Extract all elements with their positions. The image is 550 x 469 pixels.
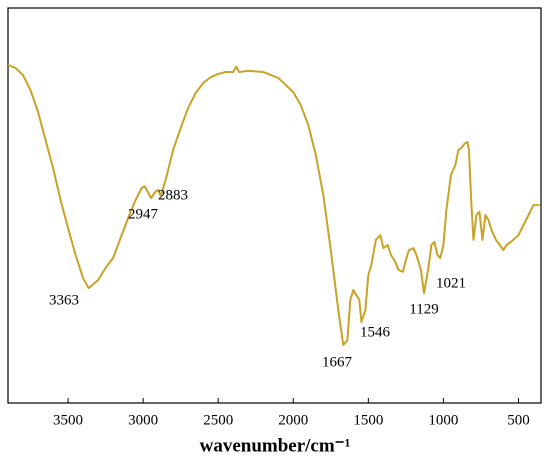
peak-label: 1546 — [360, 324, 391, 340]
x-tick-label: 500 — [507, 412, 530, 428]
x-tick-label: 1000 — [428, 412, 458, 428]
plot-frame — [7, 7, 542, 404]
peak-label: 1667 — [322, 354, 353, 370]
x-tick-label: 2500 — [203, 412, 233, 428]
peak-label: 3363 — [49, 292, 79, 308]
x-tick-label: 1500 — [353, 412, 383, 428]
peak-label: 2947 — [128, 206, 159, 222]
spectrum-line — [7, 63, 540, 346]
x-axis-label: wavenumber/cm⁻¹ — [200, 435, 351, 456]
peak-label: 2883 — [158, 187, 188, 203]
peak-label: 1129 — [409, 301, 438, 317]
x-tick-label: 3500 — [53, 412, 83, 428]
x-tick-label: 3000 — [128, 412, 158, 428]
peak-label: 1021 — [436, 275, 466, 291]
x-tick-label: 2000 — [278, 412, 308, 428]
